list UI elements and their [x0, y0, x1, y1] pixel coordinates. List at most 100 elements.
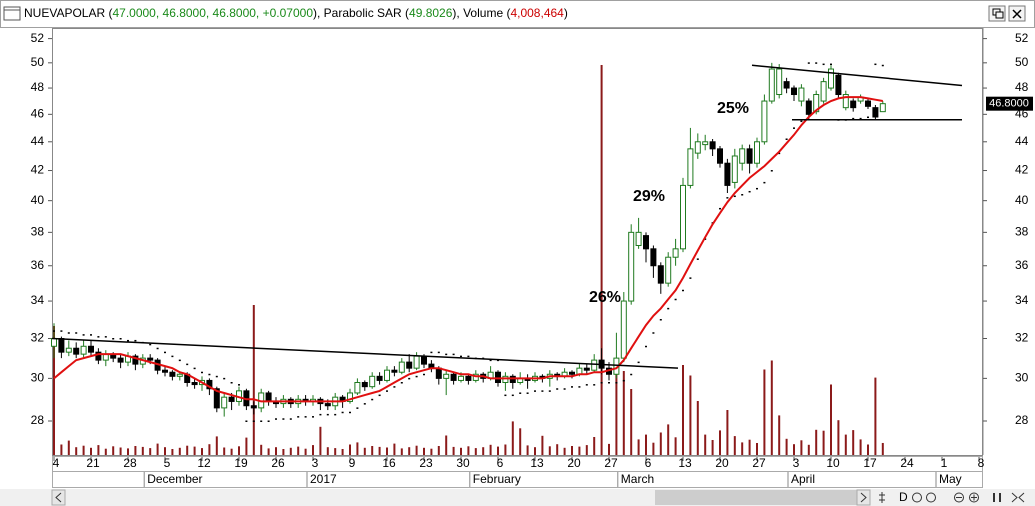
- toolbar-icon[interactable]: [912, 492, 922, 503]
- sar-dot: [208, 373, 211, 376]
- candle-body: [754, 141, 760, 164]
- candle-body: [95, 351, 102, 361]
- sar-dot: [874, 63, 877, 66]
- scroll-thumb[interactable]: [655, 490, 857, 505]
- sar-dot: [733, 195, 736, 198]
- sar-dot: [881, 64, 884, 67]
- toolbar-icon[interactable]: [926, 492, 936, 503]
- candle-body: [709, 141, 716, 150]
- sar-dot: [748, 190, 751, 193]
- volume-bar: [415, 445, 418, 455]
- volume-bar: [393, 443, 396, 455]
- toolbar-icon[interactable]: [969, 492, 979, 503]
- x-tick-label: 26: [271, 456, 285, 470]
- x-tick-label: 3: [312, 456, 319, 470]
- month-row: [52, 471, 983, 488]
- sar-dot: [423, 373, 425, 376]
- x-tick-label: 27: [604, 456, 618, 470]
- sar-dot: [467, 355, 470, 358]
- candle-body: [384, 369, 390, 381]
- volume-bar: [141, 446, 144, 455]
- sar-dot: [726, 197, 729, 199]
- volume-bar: [423, 447, 425, 455]
- volume-bar: [504, 444, 507, 455]
- candle-body: [828, 68, 834, 89]
- candle-body: [776, 68, 783, 96]
- sar-dot: [541, 390, 544, 392]
- x-tick-label: 6: [497, 456, 504, 470]
- candle-body: [672, 248, 679, 258]
- volume-bar: [208, 444, 211, 455]
- volume-bar: [622, 371, 625, 455]
- moving-average: [53, 96, 883, 403]
- volume-bar: [164, 447, 166, 455]
- sar-dot: [793, 127, 795, 129]
- candle-body: [509, 375, 516, 384]
- trendline: [751, 64, 963, 87]
- x-tick-label: 24: [900, 456, 914, 470]
- y-tick-label: 48: [1015, 80, 1029, 94]
- toolbar-icon[interactable]: [954, 492, 964, 503]
- toolbar-icon[interactable]: [879, 492, 885, 503]
- volume-bar: [563, 447, 566, 455]
- restore-glyph: [995, 11, 1004, 19]
- sar-dot: [164, 351, 166, 354]
- sar-dot: [822, 63, 825, 66]
- scroll-right[interactable]: [856, 489, 871, 506]
- y-tick-label: 32: [31, 331, 45, 345]
- sar-dot: [615, 382, 618, 384]
- last-price-box: [986, 96, 1033, 111]
- volume-bar: [778, 415, 781, 455]
- sar-dot: [452, 353, 455, 356]
- sar-dot: [127, 339, 129, 342]
- volume-bar: [756, 443, 758, 455]
- candle-body: [450, 373, 457, 381]
- sar-dot: [608, 382, 610, 384]
- candle-body: [406, 361, 413, 369]
- y-tick-label: 44: [1015, 134, 1029, 148]
- sar-dot: [260, 420, 263, 422]
- volume-bar: [867, 444, 869, 455]
- sar-dot: [445, 353, 448, 356]
- candle-body: [628, 231, 635, 302]
- sar-dot: [578, 386, 581, 388]
- volume-bar: [319, 426, 322, 455]
- candle-body: [465, 375, 472, 381]
- x-tick-label: 13: [678, 456, 692, 470]
- header-segment: NUEVAPOLAR (: [24, 6, 112, 20]
- y-tick-label: 48: [31, 80, 45, 94]
- scroll-left[interactable]: [51, 489, 66, 506]
- candle-body: [746, 148, 753, 164]
- volume-bar: [696, 401, 699, 455]
- volume-bar: [711, 440, 714, 455]
- volume-bar: [630, 389, 633, 455]
- month-label: April: [791, 472, 815, 486]
- volume-bar: [82, 445, 85, 455]
- sar-dot: [852, 117, 855, 120]
- sar-dot: [659, 318, 662, 321]
- toolbar-icon[interactable]: [1011, 492, 1025, 503]
- sar-dot: [82, 334, 85, 336]
- volume-bar: [822, 430, 825, 455]
- toolbar-label[interactable]: D: [899, 490, 908, 504]
- toolbar-icon[interactable]: [993, 493, 1001, 502]
- volume-bar: [519, 428, 522, 455]
- volume-bar: [386, 447, 388, 455]
- volume-bar: [763, 369, 766, 455]
- sar-dot: [408, 377, 411, 380]
- x-tick-label: 28: [123, 456, 137, 470]
- y-tick-label: 42: [31, 163, 45, 177]
- candle-body: [620, 300, 627, 359]
- x-tick-label: 17: [863, 456, 877, 470]
- month-label: March: [621, 472, 654, 486]
- candle-body: [51, 338, 57, 347]
- scroll-left-glyph: [55, 492, 62, 503]
- sar-dot: [319, 413, 322, 416]
- y-tick-label: 34: [1015, 293, 1029, 307]
- candle-body: [324, 403, 331, 407]
- x-tick-label: 5: [164, 456, 171, 470]
- sar-dot: [363, 403, 366, 405]
- sar-dot: [67, 332, 70, 334]
- volume-bar: [215, 436, 218, 455]
